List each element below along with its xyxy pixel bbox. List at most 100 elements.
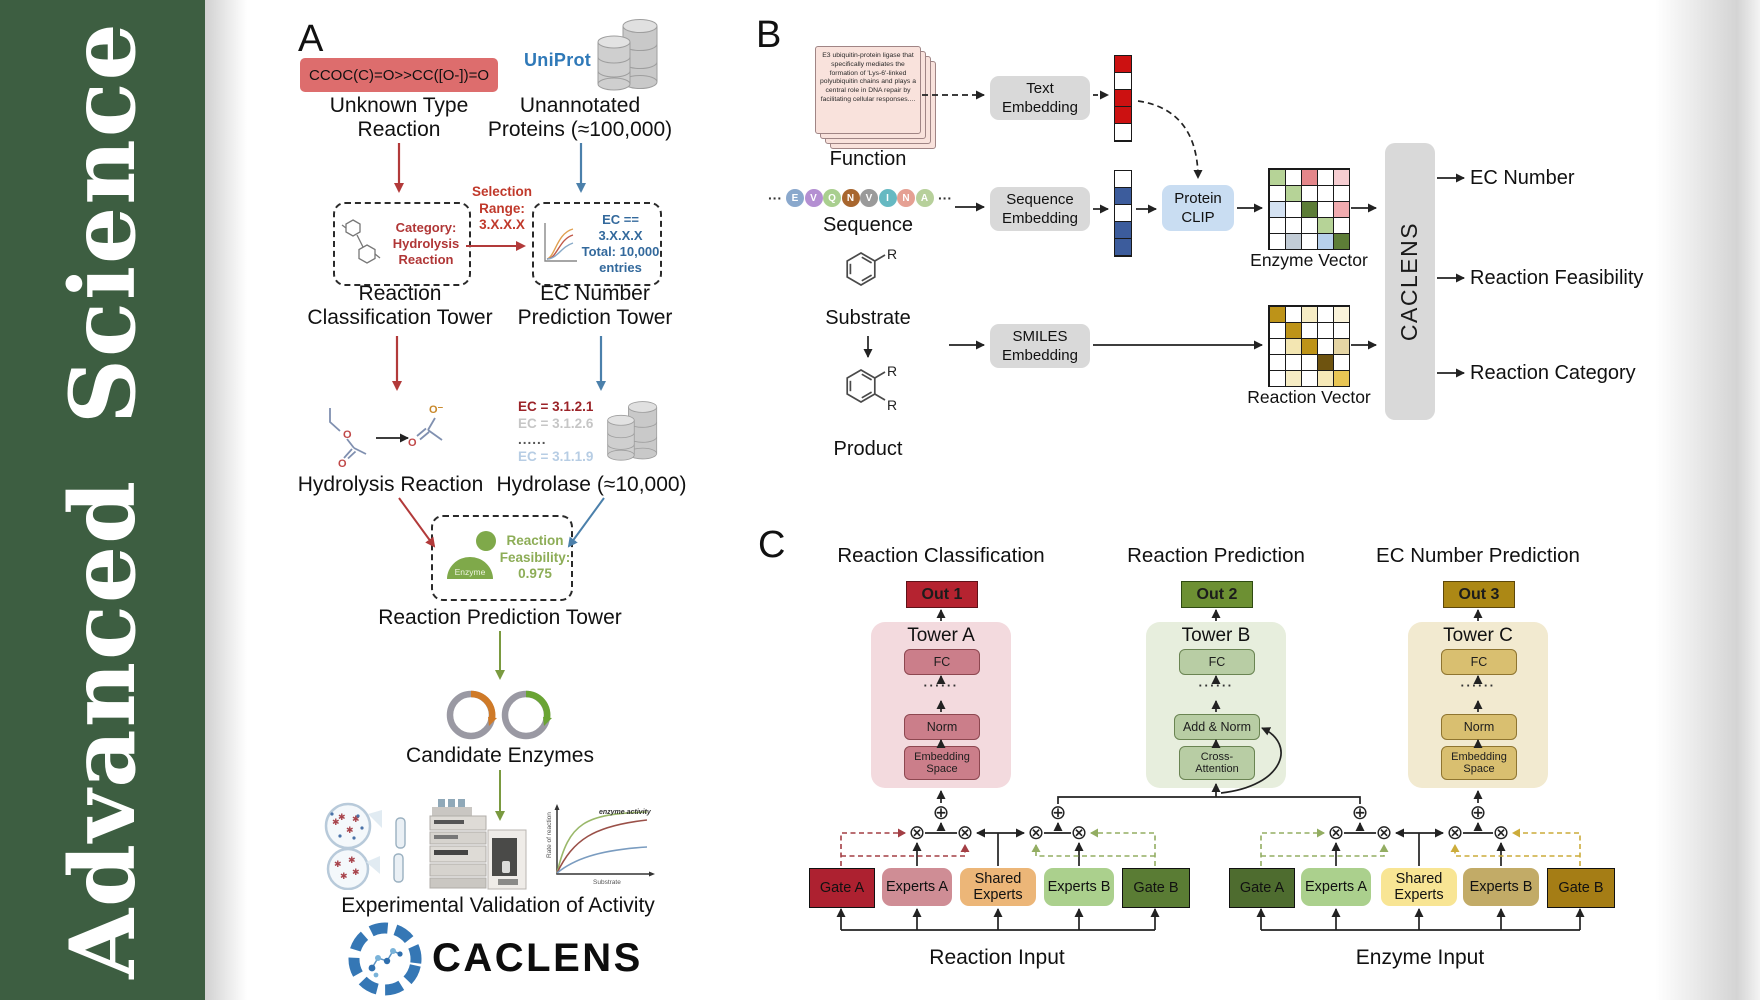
hplc-instrument-icon [429, 799, 527, 890]
protein-clip-box: Protein CLIP [1162, 185, 1234, 231]
fc-layer: FC [1179, 649, 1255, 675]
ellipsis-left: ··· [768, 190, 782, 206]
svg-text:O⁻: O⁻ [429, 404, 444, 416]
unannotated-proteins-label: Unannotated Proteins (≈100,000) [487, 94, 673, 141]
norm-layer: Norm [1441, 714, 1517, 740]
function-card: E3 ubiquitin-protein ligase that specifi… [815, 46, 921, 134]
svg-text:✱: ✱ [340, 871, 348, 881]
ec-filter-dashed-box: EC == 3.X.X.X Total: 10,000 entries [532, 202, 662, 286]
page-shadow-left [205, 0, 247, 1000]
svg-text:O: O [338, 458, 347, 470]
matrix-cell [1284, 168, 1302, 186]
vector-cell [1114, 238, 1132, 256]
multiply-node-icon: ⊗ [1492, 822, 1510, 844]
add-norm-layer: Add & Norm [1174, 714, 1260, 740]
reaction-prediction-tower-label: Reaction Prediction Tower [378, 606, 622, 629]
matrix-cell [1332, 321, 1350, 339]
matrix-cell [1268, 321, 1286, 339]
hydrolysis-reaction-icon: O O O⁻ O [329, 404, 444, 470]
candidate-enzymes-label: Candidate Enzymes [406, 744, 594, 767]
output-reaction-category: Reaction Category [1470, 362, 1636, 384]
hydrolase-label: Hydrolase (≈10,000) [496, 473, 687, 496]
svg-text:✱: ✱ [352, 814, 360, 824]
matrix-cell [1332, 369, 1350, 387]
caclens-logo-icon [348, 922, 422, 996]
matrix-cell [1332, 184, 1350, 202]
reaction-vector-label: Reaction Vector [1247, 387, 1371, 407]
product-label: Product [833, 438, 903, 460]
enzyme-shared-experts: Shared Experts [1381, 868, 1457, 906]
add-node-icon: ⊕ [1469, 802, 1487, 824]
matrix-cell [1300, 216, 1318, 234]
vector-cell [1114, 123, 1132, 141]
multiply-node-icon: ⊗ [956, 822, 974, 844]
sequence-label: Sequence [822, 214, 914, 236]
matrix-cell [1316, 321, 1334, 339]
function-description-text: E3 ubiquitin-protein ligase that specifi… [820, 52, 916, 103]
enzyme-input-label: Enzyme Input [1355, 946, 1485, 969]
layers-ellipsis: ······ [923, 678, 959, 693]
matrix-cell [1268, 216, 1286, 234]
smiles-reaction-box: CCOC(C)=O>>CC([O-])=O [300, 58, 498, 92]
matrix-cell [1316, 337, 1334, 355]
plasmids-icon [446, 690, 552, 740]
matrix-cell [1300, 321, 1318, 339]
multiply-node-icon: ⊗ [1375, 822, 1393, 844]
tower-c: Tower C FC ······ Norm Embedding Space [1408, 622, 1548, 788]
panel-c-label: C [758, 524, 786, 566]
matrix-cell [1284, 200, 1302, 218]
matrix-cell [1300, 369, 1318, 387]
caclens-wordmark: CACLENS [432, 936, 643, 980]
kinetics-plot-icon: enzyme activity Rate of reaction Substra… [546, 804, 655, 886]
matrix-cell [1268, 353, 1286, 371]
sequence-embedding-box: Sequence Embedding [990, 187, 1090, 231]
multiply-node-icon: ⊗ [1446, 822, 1464, 844]
feasibility-score: Reaction Feasibility: 0.975 [499, 533, 571, 582]
reaction-gate-a: Gate A [809, 868, 875, 908]
matrix-cell [1300, 337, 1318, 355]
vector-cell [1114, 106, 1132, 124]
reaction-shared-experts: Shared Experts [960, 868, 1036, 906]
matrix-cell [1284, 305, 1302, 323]
vector-cell [1114, 204, 1132, 222]
vector-cell [1114, 55, 1132, 73]
norm-layer: Norm [904, 714, 980, 740]
matrix-cell [1268, 200, 1286, 218]
enzyme-icon: Enzyme [441, 531, 496, 579]
matrix-cell [1316, 353, 1334, 371]
ec-item: EC = 3.1.2.6 [518, 415, 594, 431]
tower-a-name: Tower A [907, 625, 975, 646]
matrix-cell [1284, 184, 1302, 202]
residue-circle: N [897, 189, 915, 207]
matrix-cell [1300, 168, 1318, 186]
matrix-cell [1268, 305, 1286, 323]
residue-circle: Q [823, 189, 841, 207]
matrix-cell [1284, 232, 1302, 250]
embedding-space-layer: Embedding Space [1441, 746, 1517, 780]
fc-layer: FC [1441, 649, 1517, 675]
reaction-experts-b: Experts B [1044, 868, 1114, 906]
layers-ellipsis: ······ [1198, 678, 1234, 693]
smiles-embedding-box: SMILES Embedding [990, 324, 1090, 368]
curve-label: enzyme activity [599, 809, 652, 816]
matrix-cell [1332, 305, 1350, 323]
add-node-icon: ⊕ [1351, 802, 1369, 824]
enzyme-gate-a: Gate A [1229, 868, 1295, 908]
caclens-model-bar: CACLENS [1385, 143, 1435, 420]
ec-filter-label: EC == 3.X.X.X Total: 10,000 entries [581, 212, 660, 275]
svg-text:✱: ✱ [346, 825, 354, 835]
ec-candidates-list: EC = 3.1.2.1 EC = 3.1.2.6 ...... EC = 3.… [518, 399, 593, 465]
residue-circle: V [860, 189, 878, 207]
matrix-cell [1332, 200, 1350, 218]
substrate-label: Substrate [825, 307, 911, 329]
multiply-node-icon: ⊗ [1027, 822, 1045, 844]
journal-word-advanced: Advanced [49, 478, 156, 979]
tower-b: Tower B FC ······ Add & Norm Cross- Atte… [1146, 622, 1286, 788]
reaction-gate-b: Gate B [1122, 868, 1190, 908]
vector-cell [1114, 221, 1132, 239]
ec-item: EC = 3.1.2.1 [518, 399, 594, 414]
multiply-node-icon: ⊗ [1070, 822, 1088, 844]
enzyme-experts-a: Experts A [1301, 868, 1371, 906]
